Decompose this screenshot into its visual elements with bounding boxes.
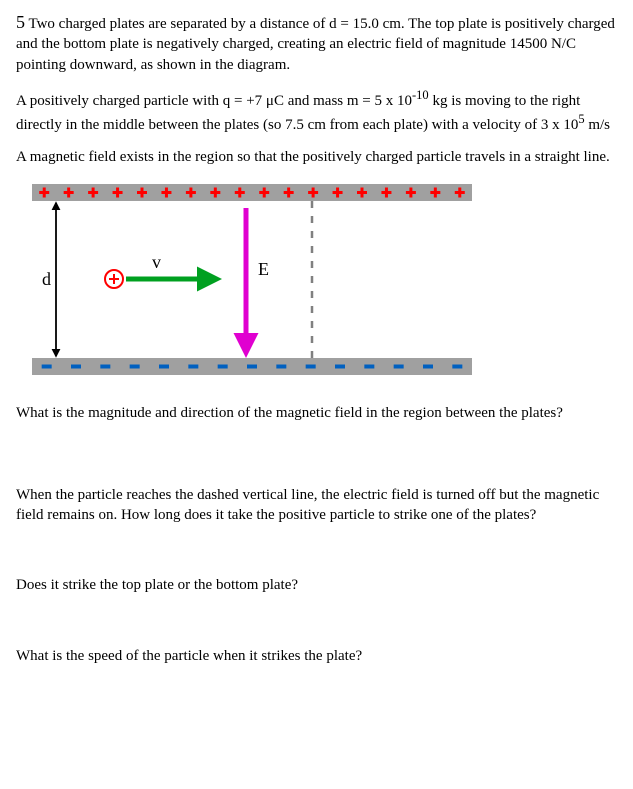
- problem-number: 5: [16, 12, 25, 32]
- paragraph-3: A magnetic field exists in the region so…: [16, 147, 617, 167]
- question-4: What is the speed of the particle when i…: [16, 646, 617, 666]
- question-1: What is the magnitude and direction of t…: [16, 403, 617, 423]
- para1-text: Two charged plates are separated by a di…: [16, 16, 615, 73]
- paragraph-2: A positively charged particle with q = +…: [16, 87, 617, 136]
- question-3: Does it strike the top plate or the bott…: [16, 575, 617, 595]
- diagram: dvE: [32, 180, 617, 385]
- svg-text:d: d: [42, 269, 51, 289]
- question-2: When the particle reaches the dashed ver…: [16, 485, 617, 526]
- paragraph-1: 5 Two charged plates are separated by a …: [16, 10, 617, 75]
- svg-text:E: E: [258, 259, 269, 279]
- svg-text:v: v: [152, 252, 161, 272]
